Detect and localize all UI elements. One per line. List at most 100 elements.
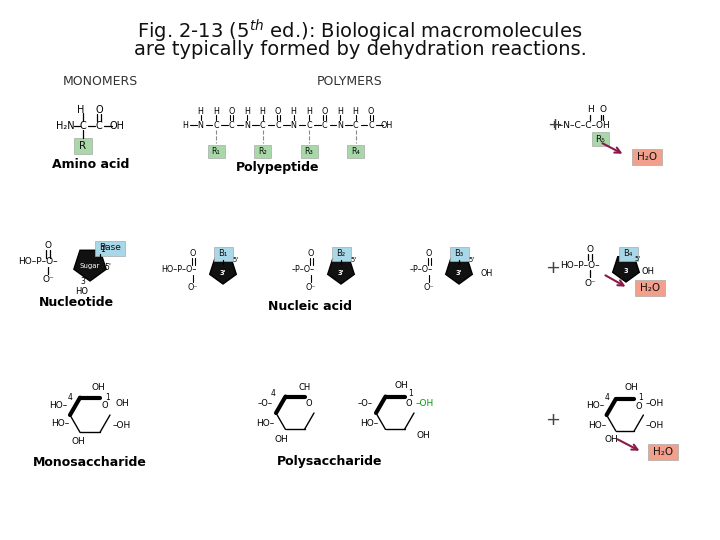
Text: Amino acid: Amino acid <box>53 159 130 172</box>
Text: 1: 1 <box>409 388 413 397</box>
Text: OH: OH <box>416 430 430 440</box>
Text: H₂N: H₂N <box>55 121 74 131</box>
Text: B₃: B₃ <box>454 249 464 259</box>
Polygon shape <box>328 259 354 284</box>
Text: O: O <box>95 105 103 115</box>
Text: H: H <box>291 107 297 117</box>
Text: 4: 4 <box>271 388 276 397</box>
Text: C: C <box>80 121 86 131</box>
Text: O: O <box>406 399 413 408</box>
Text: O: O <box>275 107 282 117</box>
Text: HO–P–O–: HO–P–O– <box>18 258 58 267</box>
Text: Nucleic acid: Nucleic acid <box>268 300 352 314</box>
Text: HO–: HO– <box>256 418 274 428</box>
Text: 4: 4 <box>605 393 609 402</box>
Text: N: N <box>337 120 343 130</box>
FancyBboxPatch shape <box>300 145 318 158</box>
Text: O⁻: O⁻ <box>584 279 596 287</box>
Text: OH: OH <box>604 435 618 444</box>
Text: –OH: –OH <box>416 399 434 408</box>
Text: POLYMERS: POLYMERS <box>317 75 383 88</box>
Text: B₁: B₁ <box>218 249 228 259</box>
Text: Nucleotide: Nucleotide <box>38 295 114 308</box>
Text: +: + <box>546 411 560 429</box>
Text: MONOMERS: MONOMERS <box>63 75 138 88</box>
Text: N: N <box>197 120 204 130</box>
Text: C: C <box>275 120 281 130</box>
Text: –P–O–: –P–O– <box>410 266 433 274</box>
Text: C: C <box>229 120 234 130</box>
Text: C: C <box>96 121 102 131</box>
Text: –O–: –O– <box>357 399 372 408</box>
Text: –OH: –OH <box>646 421 664 429</box>
Text: 1: 1 <box>639 393 644 402</box>
Text: C: C <box>213 120 219 130</box>
Text: HO: HO <box>76 287 89 296</box>
Text: OH: OH <box>109 121 125 131</box>
Text: 3': 3' <box>220 270 226 276</box>
Text: OH: OH <box>91 382 105 392</box>
Text: OH: OH <box>624 382 638 392</box>
FancyBboxPatch shape <box>632 149 662 165</box>
Text: 5': 5' <box>104 264 112 273</box>
FancyBboxPatch shape <box>449 247 469 261</box>
Text: OH: OH <box>274 435 288 443</box>
Text: Polysaccharide: Polysaccharide <box>277 456 383 469</box>
Text: R₄: R₄ <box>351 146 360 156</box>
Text: 3': 3' <box>338 270 344 276</box>
Text: O: O <box>308 249 314 259</box>
Text: C: C <box>353 120 359 130</box>
Text: H: H <box>306 107 312 117</box>
Text: HO–: HO– <box>49 401 67 409</box>
Text: O: O <box>190 249 196 259</box>
FancyBboxPatch shape <box>254 145 271 158</box>
FancyBboxPatch shape <box>592 132 608 146</box>
Text: –P–O–: –P–O– <box>292 266 315 274</box>
Text: H: H <box>587 105 593 114</box>
Text: 5': 5' <box>351 257 357 263</box>
Text: O: O <box>368 107 374 117</box>
Text: 3': 3' <box>81 278 88 287</box>
Text: O: O <box>600 105 606 114</box>
Text: C: C <box>306 120 312 130</box>
FancyBboxPatch shape <box>347 145 364 158</box>
Text: are typically formed by dehydration reactions.: are typically formed by dehydration reac… <box>134 40 586 59</box>
Text: C: C <box>322 120 328 130</box>
Text: O⁻: O⁻ <box>42 275 54 285</box>
Text: H₂O: H₂O <box>653 447 673 457</box>
Text: H: H <box>244 107 250 117</box>
Text: R₂: R₂ <box>258 146 267 156</box>
Text: HO–P–O–: HO–P–O– <box>560 260 600 269</box>
Text: H–N–C–C–OH: H–N–C–C–OH <box>552 120 610 130</box>
FancyBboxPatch shape <box>95 240 125 255</box>
Text: HO–: HO– <box>360 418 378 428</box>
Text: OH: OH <box>115 399 129 408</box>
Text: –O–: –O– <box>258 399 273 408</box>
Text: +: + <box>546 259 560 277</box>
Text: OH: OH <box>71 436 85 446</box>
Text: R₃: R₃ <box>305 146 313 156</box>
Text: OH: OH <box>481 268 493 278</box>
FancyBboxPatch shape <box>214 247 233 261</box>
Text: 5': 5' <box>469 257 475 263</box>
Text: N: N <box>244 120 250 130</box>
Text: O: O <box>306 399 312 408</box>
Text: Fig. 2-13 (5$^{th}$ ed.): Biological macromolecules: Fig. 2-13 (5$^{th}$ ed.): Biological mac… <box>138 18 582 45</box>
Text: 1': 1' <box>101 246 107 254</box>
Text: OH: OH <box>642 267 654 275</box>
Text: –OH: –OH <box>113 421 131 429</box>
Text: 5': 5' <box>635 256 641 262</box>
FancyBboxPatch shape <box>618 247 637 261</box>
Text: –OH: –OH <box>646 399 664 408</box>
Text: HO–: HO– <box>586 401 604 409</box>
Text: Sugar: Sugar <box>80 263 100 269</box>
Text: O: O <box>228 107 235 117</box>
Text: O: O <box>587 246 593 254</box>
Text: 4: 4 <box>68 393 73 402</box>
Text: CH: CH <box>299 382 311 392</box>
Text: Monosaccharide: Monosaccharide <box>33 456 147 469</box>
Text: H₂O: H₂O <box>640 283 660 293</box>
Polygon shape <box>446 259 472 284</box>
Text: O: O <box>45 241 52 251</box>
Text: R₁: R₁ <box>212 146 220 156</box>
